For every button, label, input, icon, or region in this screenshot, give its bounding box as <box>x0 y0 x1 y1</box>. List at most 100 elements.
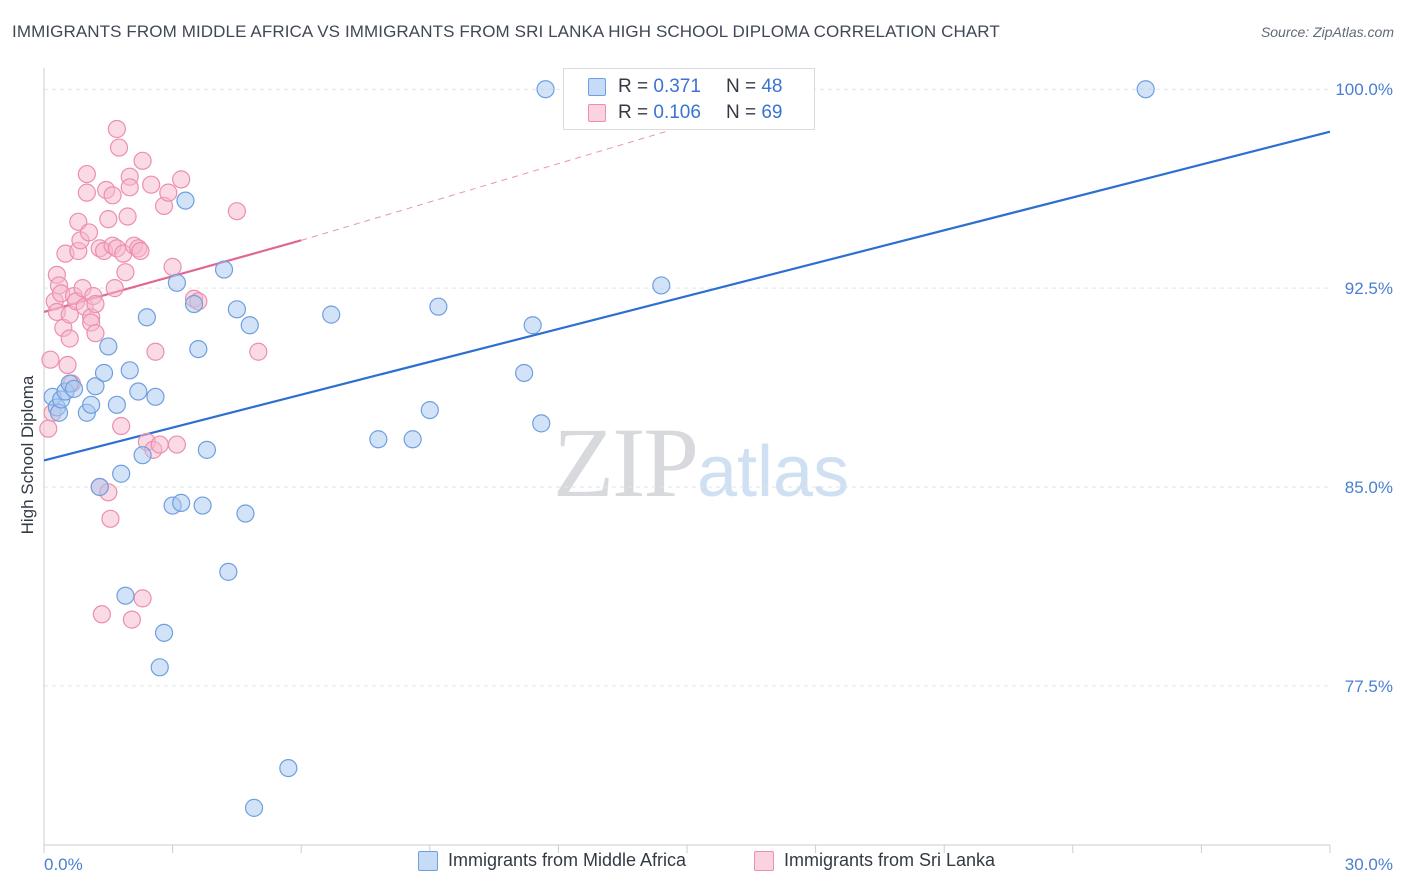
bottom-legend-item-middle-africa: Immigrants from Middle Africa <box>418 850 686 871</box>
point-middle-africa <box>99 337 118 356</box>
point-middle-africa <box>146 387 165 406</box>
bottom-legend-label: Immigrants from Sri Lanka <box>784 850 996 870</box>
point-sri-lanka <box>131 241 150 261</box>
point-sri-lanka <box>146 342 165 361</box>
x-tick-label: 0.0% <box>44 855 83 874</box>
legend-r-label: R = <box>618 76 649 97</box>
x-tick-label: 30.0% <box>1345 855 1393 874</box>
trend-line-sri-lanka-extension <box>301 131 666 241</box>
legend-box: R = 0.371 N = 48 R = 0.106 N = 69 <box>563 68 815 130</box>
legend-n-value: 69 <box>761 102 783 123</box>
point-sri-lanka <box>92 605 111 624</box>
legend-swatch-pink <box>588 104 606 122</box>
legend-swatch-blue <box>588 78 606 96</box>
point-middle-africa <box>107 395 126 414</box>
legend-r-value: 0.106 <box>653 102 701 123</box>
point-sri-lanka <box>79 223 99 242</box>
point-sri-lanka <box>60 329 79 348</box>
point-middle-africa <box>219 562 238 581</box>
point-sri-lanka <box>122 610 141 629</box>
point-sri-lanka <box>133 589 152 608</box>
legend-r-label: R = <box>618 102 649 123</box>
point-middle-africa <box>193 496 212 515</box>
point-middle-africa <box>112 464 131 483</box>
point-middle-africa <box>240 316 259 335</box>
point-middle-africa <box>515 363 534 383</box>
bottom-legend-swatch-blue <box>418 850 438 871</box>
watermark: ZIPatlas <box>553 405 849 520</box>
y-tick-label: 77.5% <box>1345 677 1393 696</box>
point-middle-africa <box>214 260 234 279</box>
legend-r-value: 0.371 <box>653 76 701 97</box>
point-sri-lanka <box>103 186 122 205</box>
point-middle-africa <box>420 400 439 420</box>
point-middle-africa <box>523 316 542 335</box>
point-middle-africa <box>1136 80 1155 99</box>
y-tick-label: 85.0% <box>1345 478 1393 497</box>
point-sri-lanka <box>99 210 118 229</box>
source-note: Source: ZipAtlas.com <box>1260 24 1394 40</box>
point-middle-africa <box>322 305 341 324</box>
point-middle-africa <box>189 339 208 359</box>
point-sri-lanka <box>105 279 124 298</box>
trend-line-middle-africa <box>43 130 1331 462</box>
point-sri-lanka <box>58 355 77 375</box>
y-axis-label: High School Diploma <box>18 375 37 534</box>
point-sri-lanka <box>112 416 131 436</box>
point-sri-lanka <box>172 170 191 189</box>
point-middle-africa <box>86 377 105 396</box>
point-middle-africa <box>429 297 448 316</box>
point-sri-lanka <box>109 138 129 157</box>
legend-n-label: N = <box>725 102 757 123</box>
point-sri-lanka <box>77 183 96 202</box>
point-middle-africa <box>82 395 101 414</box>
point-middle-africa <box>227 300 246 319</box>
point-sri-lanka <box>41 350 60 369</box>
point-sri-lanka <box>116 263 135 282</box>
point-middle-africa <box>184 294 204 314</box>
point-middle-africa <box>244 798 264 817</box>
point-middle-africa <box>236 504 255 523</box>
bottom-legend-swatch-pink <box>754 850 774 871</box>
y-tick-label: 92.5% <box>1345 279 1393 298</box>
point-sri-lanka <box>120 178 139 197</box>
point-sri-lanka <box>86 324 105 343</box>
watermark-zip: ZIP <box>553 407 699 518</box>
point-middle-africa <box>116 586 135 605</box>
point-sri-lanka <box>163 257 182 276</box>
watermark-atlas: atlas <box>697 432 850 512</box>
point-middle-africa <box>279 758 298 778</box>
legend-n-label: N = <box>725 76 757 97</box>
gridlines <box>44 88 1330 687</box>
legend-row-sri-lanka: R = 0.106 N = 69 <box>588 101 782 125</box>
point-middle-africa <box>403 430 422 449</box>
point-middle-africa <box>120 361 139 380</box>
point-middle-africa <box>64 379 84 398</box>
point-sri-lanka <box>86 294 105 314</box>
point-sri-lanka <box>159 183 178 202</box>
point-sri-lanka <box>133 151 152 170</box>
point-middle-africa <box>536 80 555 99</box>
point-sri-lanka <box>249 342 268 361</box>
point-middle-africa <box>137 308 156 327</box>
chart-title: IMMIGRANTS FROM MIDDLE AFRICA VS IMMIGRA… <box>12 22 1000 41</box>
point-middle-africa <box>133 446 152 465</box>
point-middle-africa <box>154 623 174 642</box>
point-sri-lanka <box>167 435 186 454</box>
point-sri-lanka <box>142 175 161 194</box>
point-sri-lanka <box>227 202 246 221</box>
point-middle-africa <box>652 276 671 295</box>
bottom-legend-item-sri-lanka: Immigrants from Sri Lanka <box>754 850 995 871</box>
point-sri-lanka <box>118 207 137 226</box>
point-middle-africa <box>197 440 216 459</box>
legend-n-value: 48 <box>761 76 783 97</box>
legend-row-middle-africa: R = 0.371 N = 48 <box>588 75 782 99</box>
point-sri-lanka <box>101 509 120 528</box>
data-points <box>39 80 1155 817</box>
point-sri-lanka <box>150 435 169 454</box>
point-middle-africa <box>176 191 195 210</box>
point-middle-africa <box>369 430 388 449</box>
trend-lines <box>43 130 1331 462</box>
point-sri-lanka <box>39 419 58 438</box>
point-middle-africa <box>129 382 148 401</box>
